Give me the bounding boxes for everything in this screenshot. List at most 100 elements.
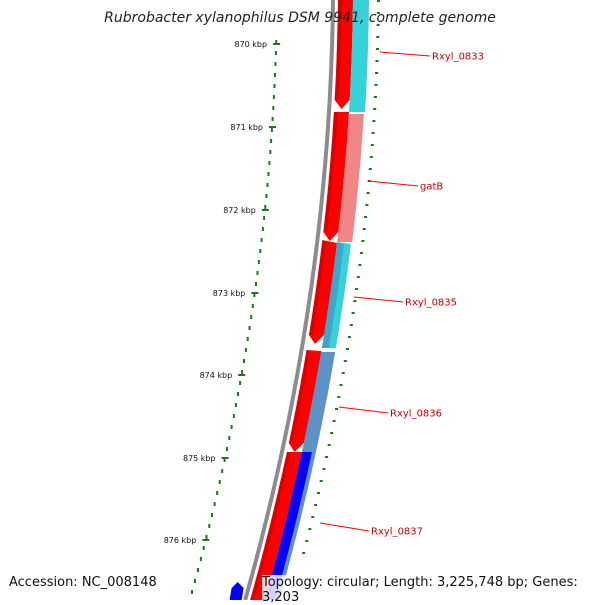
outer-dot (353, 300, 357, 302)
feature-blue-1 (265, 452, 312, 600)
ruler-dot (267, 172, 270, 176)
ruler-dot (223, 458, 226, 462)
outer-dot (347, 336, 351, 338)
ruler-dot (269, 150, 272, 154)
blue-arrow-feature (229, 582, 244, 600)
ruler-dot (241, 370, 244, 374)
outer-dot (305, 540, 309, 542)
outer-dot (351, 312, 355, 314)
gene-label[interactable]: Rxyl_0835 (405, 298, 457, 309)
gene-label[interactable]: Rxyl_0833 (432, 52, 484, 63)
ruler-dot (211, 513, 213, 517)
cds-feature-shade-1 (334, 0, 342, 100)
outer-dot (366, 192, 370, 194)
ruler-dot (213, 502, 216, 506)
feature-steel-overlay (321, 242, 344, 348)
gene-label-line (319, 522, 370, 532)
outer-dot (332, 420, 336, 422)
outer-dot (373, 96, 377, 98)
outer-dot (343, 360, 347, 362)
accession-text: Accession: NC_008148 (9, 575, 157, 590)
outer-dot (311, 516, 315, 518)
outer-dot (372, 120, 376, 122)
gene-label-line (367, 180, 419, 187)
outer-dot (369, 156, 373, 158)
ruler-dot (264, 205, 267, 209)
ruler-dot (272, 95, 275, 99)
ruler-dot (230, 425, 233, 429)
ruler-dot (197, 568, 199, 572)
ruler-dot (205, 535, 208, 539)
ruler-dot (218, 480, 221, 484)
ruler-dot (216, 491, 219, 495)
ruler-dot (271, 117, 274, 121)
ruler-dot (226, 447, 228, 451)
outer-dot (361, 240, 365, 242)
ruler-dot (265, 194, 268, 198)
ruler-tick (202, 539, 210, 541)
ruler-tick (238, 374, 246, 376)
outer-dot (355, 288, 359, 290)
outer-dot (319, 480, 323, 482)
ruler-dot (199, 557, 202, 561)
ruler-dot (248, 326, 251, 330)
outer-dot (341, 372, 345, 374)
ruler-dot (239, 381, 242, 385)
outer-dot (322, 468, 326, 470)
ruler-tick-label: 873 kbp (213, 289, 246, 298)
ruler-dot (191, 590, 193, 594)
ruler-dot (251, 304, 254, 308)
ruler-dot (257, 260, 260, 264)
outer-dot (377, 0, 380, 2)
ruler-dot (270, 139, 273, 143)
outer-dot (368, 168, 372, 170)
cds-feature-4 (288, 350, 322, 452)
outer-dot (302, 552, 306, 554)
topology-text: Topology: circular; Length: 3,225,748 bp… (262, 575, 600, 605)
outer-dot (327, 444, 331, 446)
cds-feature-3 (309, 240, 337, 344)
ruler-dot (194, 579, 196, 583)
cds-feature-shade-3 (309, 240, 326, 335)
ruler-dot (274, 73, 276, 77)
ruler-dot (246, 337, 249, 341)
ruler-dot (255, 282, 257, 286)
ruler-dot (208, 524, 211, 528)
gene-label[interactable]: Rxyl_0836 (390, 409, 442, 420)
ruler-dot (250, 315, 253, 319)
outer-dot (356, 276, 360, 278)
ruler-dot (273, 84, 276, 88)
ruler-tick-label: 871 kbp (230, 123, 263, 132)
ruler-tick-label: 874 kbp (200, 371, 233, 380)
gene-label-line (353, 296, 404, 303)
ruler-dot (243, 359, 245, 363)
ruler-dot (261, 227, 264, 231)
ruler-dot (237, 392, 239, 396)
ruler-tick-label: 876 kbp (164, 536, 197, 545)
ruler-tick-label: 872 kbp (223, 206, 256, 215)
ruler-dot (221, 469, 224, 473)
gene-label[interactable]: Rxyl_0837 (371, 527, 423, 538)
outer-dot (337, 396, 341, 398)
ruler-dot (274, 62, 277, 66)
outer-dot (314, 504, 318, 506)
outer-dot (376, 48, 379, 50)
ruler-dot (274, 51, 277, 55)
ruler-tick-label: 870 kbp (234, 40, 267, 49)
gene-label[interactable]: gatB (420, 182, 443, 193)
outer-dot (359, 252, 363, 254)
ruler-dot (253, 293, 256, 297)
ruler-dot (232, 414, 235, 418)
outer-dot (371, 132, 375, 134)
ruler-dot (272, 106, 275, 110)
ruler-dot (268, 161, 271, 165)
outer-dot (330, 432, 334, 434)
ruler-dot (263, 216, 266, 220)
outer-dot (365, 204, 369, 206)
ruler-tick (251, 292, 259, 294)
ruler-dot (256, 271, 259, 275)
outer-dot (376, 36, 380, 38)
cds-feature-shade-5 (250, 452, 291, 600)
feature-cyan-1 (349, 0, 369, 112)
